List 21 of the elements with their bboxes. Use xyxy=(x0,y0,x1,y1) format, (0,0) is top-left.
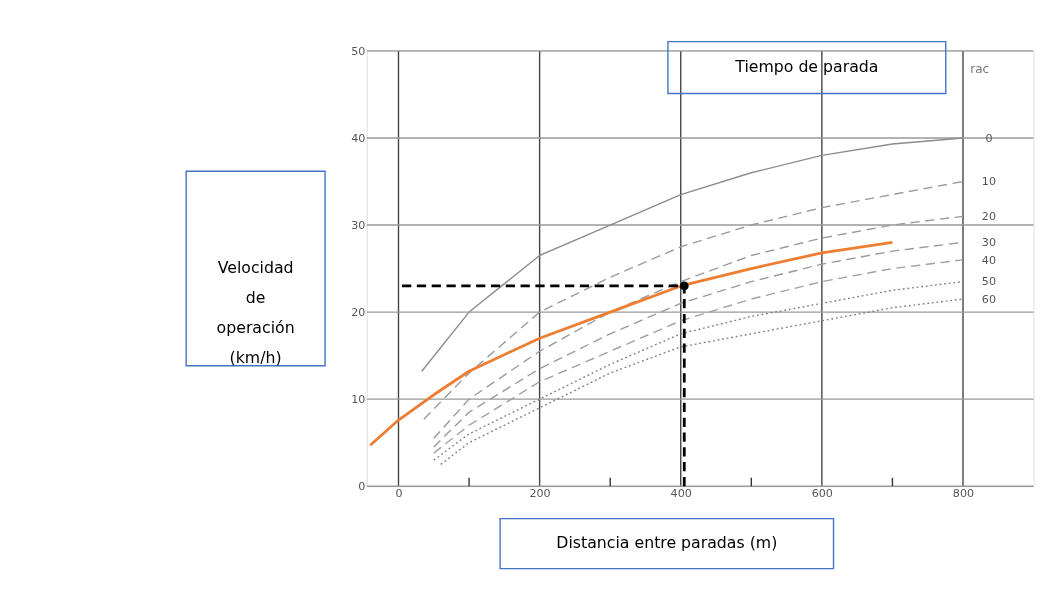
y-tick-label: 40 xyxy=(351,132,366,146)
y-tick-label: 50 xyxy=(351,45,366,59)
x-tick-label: 200 xyxy=(529,486,551,500)
y-tick-label: 20 xyxy=(351,306,366,320)
x-tick-label: 0 xyxy=(395,486,403,500)
series-label: 10 xyxy=(981,175,996,189)
y-axis-title: Velocidad de operación (km/h) xyxy=(216,258,295,367)
chart-title: Tiempo de parada xyxy=(734,57,879,77)
series-label: 20 xyxy=(981,210,996,224)
text: 0 xyxy=(985,131,993,145)
y-tick-label: 30 xyxy=(351,219,366,233)
series-label: 40 xyxy=(981,253,996,267)
y-tick-label: 10 xyxy=(351,393,366,407)
x-axis-title: Distancia entre paradas (m) xyxy=(556,533,778,553)
series-label: 50 xyxy=(981,275,996,289)
annotation: rac xyxy=(970,62,990,77)
series-label: 60 xyxy=(981,292,996,306)
series-label: 30 xyxy=(981,236,996,250)
x-tick-label: 800 xyxy=(952,486,975,500)
x-tick-label: 400 xyxy=(670,486,692,500)
x-tick-label: 600 xyxy=(811,486,833,500)
